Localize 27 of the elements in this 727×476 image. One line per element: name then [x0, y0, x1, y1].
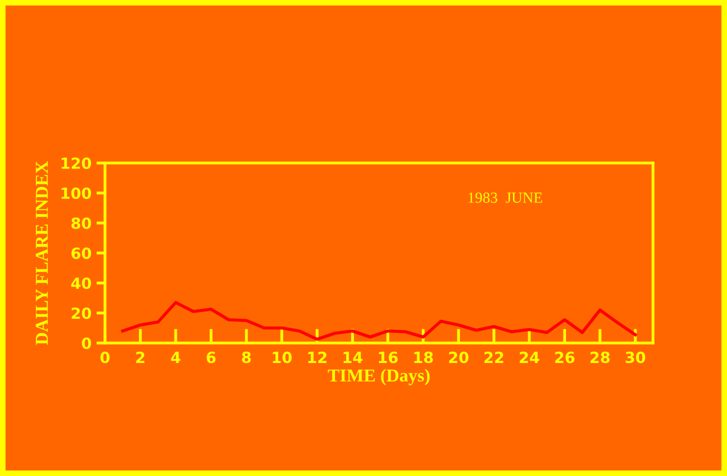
x-tick-label: 2 — [136, 352, 144, 363]
y-tick-label: 80 — [71, 217, 92, 230]
y-tick-label: 60 — [71, 247, 92, 260]
x-tick-label: 18 — [414, 352, 433, 364]
x-tick-label: 26 — [555, 352, 574, 364]
x-tick-label: 4 — [171, 352, 180, 363]
x-tick-label: 16 — [378, 352, 398, 364]
y-tick-label: 20 — [72, 307, 92, 320]
line-series — [121, 300, 637, 341]
x-tick-label: 0 — [100, 352, 110, 364]
x-tick-label: 28 — [590, 352, 610, 364]
y-tick-label: 40 — [71, 277, 92, 290]
annotation: 1983 JUNE — [468, 192, 542, 203]
x-tick-label: 14 — [344, 352, 362, 363]
x-tick-label: 20 — [449, 352, 468, 364]
y-axis-title: DAILY FLARE INDEX — [36, 161, 48, 345]
y-tick-label: 100 — [62, 187, 92, 200]
x-axis-title: TIME (Days) — [328, 368, 430, 386]
x-tick-label: 30 — [626, 352, 646, 364]
x-tick-label: 12 — [308, 352, 326, 363]
y-tick-label: 0 — [82, 337, 92, 350]
x-tick-label: 22 — [484, 352, 504, 363]
x-tick-label: 6 — [206, 352, 216, 364]
x-tick-label: 10 — [272, 352, 292, 364]
y-tick-label: 120 — [62, 157, 92, 170]
x-tick-label: 8 — [242, 352, 251, 364]
x-tick-label: 24 — [520, 352, 540, 363]
